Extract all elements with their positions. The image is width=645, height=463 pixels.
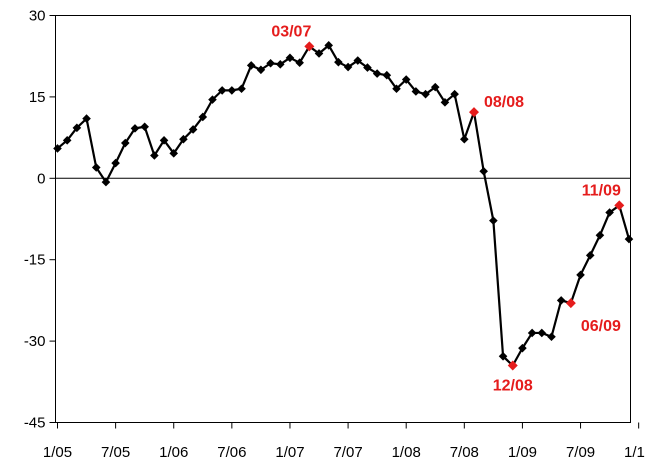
data-point-marker	[285, 53, 295, 63]
highlight-marker	[565, 298, 576, 309]
data-point-marker	[372, 69, 382, 78]
data-point-marker	[450, 89, 459, 99]
data-point-marker	[605, 208, 614, 217]
annotation-label: 11/09	[582, 182, 621, 199]
highlight-marker	[507, 360, 518, 371]
x-tick-label: 1/06	[159, 444, 188, 461]
x-tick-label: 1/08	[392, 444, 421, 461]
data-point-marker	[421, 89, 430, 99]
y-tick-label: 15	[29, 89, 46, 106]
series-layer	[53, 41, 634, 370]
annotation-label: 06/09	[581, 318, 621, 335]
data-point-marker	[150, 151, 159, 160]
data-point-marker	[537, 328, 547, 338]
data-point-marker	[82, 114, 91, 123]
data-point-marker	[547, 332, 556, 342]
y-tick-label: 30	[29, 8, 46, 25]
data-point-marker	[91, 163, 101, 172]
data-point-marker	[266, 58, 275, 68]
x-tick-label: 7/05	[101, 444, 130, 461]
data-point-marker	[479, 166, 488, 176]
data-point-marker	[130, 124, 140, 133]
x-tick-label: 7/06	[217, 444, 246, 461]
y-tick-label: 0	[37, 170, 45, 187]
data-point-marker	[576, 270, 585, 280]
data-point-marker	[382, 70, 392, 80]
data-point-marker	[363, 63, 372, 72]
series-line	[56, 44, 631, 367]
data-point-marker	[237, 84, 246, 94]
x-tick-label: 1/07	[275, 444, 304, 461]
data-point-marker	[440, 98, 450, 107]
annotation-label: 08/08	[484, 94, 524, 111]
x-tick-label: 1/05	[43, 444, 72, 461]
data-point-marker	[275, 60, 285, 69]
annotation-layer: 03/07 08/08 12/08 06/09 11/09	[271, 23, 625, 395]
data-point-marker	[624, 234, 634, 244]
data-point-marker	[159, 136, 169, 145]
data-point-marker	[246, 61, 256, 70]
data-point-marker	[72, 123, 82, 133]
data-point-marker	[217, 86, 227, 95]
highlight-marker	[614, 200, 625, 211]
data-point-marker	[460, 134, 469, 144]
data-point-marker	[62, 136, 72, 145]
data-point-marker	[527, 328, 537, 338]
data-point-marker	[392, 84, 401, 94]
x-tick-label: 1/09	[508, 444, 537, 461]
plot-area-frame	[55, 15, 631, 423]
x-tick-label: 7/09	[566, 444, 595, 461]
data-point-marker	[595, 230, 605, 240]
highlight-marker	[468, 107, 479, 118]
data-point-marker	[314, 49, 324, 58]
annotation-label: 03/07	[271, 23, 311, 40]
data-point-marker	[208, 95, 217, 104]
data-point-marker	[401, 75, 411, 84]
data-point-marker	[53, 144, 62, 153]
data-point-marker	[179, 134, 188, 144]
x-tick-label: 7/07	[333, 444, 362, 461]
annotation-label: 12/08	[493, 378, 533, 395]
data-point-marker	[585, 251, 595, 260]
data-point-marker	[324, 41, 334, 50]
data-point-marker	[227, 86, 237, 95]
data-point-marker	[111, 158, 120, 168]
data-point-marker	[256, 65, 266, 75]
data-point-marker	[430, 82, 440, 92]
data-point-marker	[489, 216, 498, 225]
data-point-marker	[140, 122, 149, 132]
data-point-marker	[334, 57, 343, 67]
data-point-marker	[188, 125, 198, 134]
y-tick-label: -30	[24, 333, 46, 350]
y-axis: 30 15 0 -15 -30 -45	[24, 8, 56, 432]
data-point-marker	[411, 87, 421, 96]
data-point-marker	[518, 343, 527, 353]
data-point-marker	[169, 149, 179, 158]
x-tick-label: 7/08	[450, 444, 479, 461]
x-tick-label: 1/10	[624, 444, 645, 461]
data-point-marker	[198, 112, 208, 122]
data-point-marker	[295, 58, 304, 68]
x-axis: 1/05 7/05 1/06 7/06 1/07 7/07 1/08 7/08 1/09 7/09…	[43, 422, 645, 461]
data-point-marker	[121, 138, 130, 148]
data-point-marker	[343, 62, 353, 72]
data-point-marker	[498, 351, 508, 361]
data-point-marker	[101, 177, 111, 187]
y-tick-label: -15	[24, 252, 46, 269]
data-point-marker	[556, 296, 566, 305]
y-tick-label: -45	[24, 415, 46, 432]
data-point-marker	[353, 56, 363, 65]
highlight-marker	[304, 41, 315, 52]
